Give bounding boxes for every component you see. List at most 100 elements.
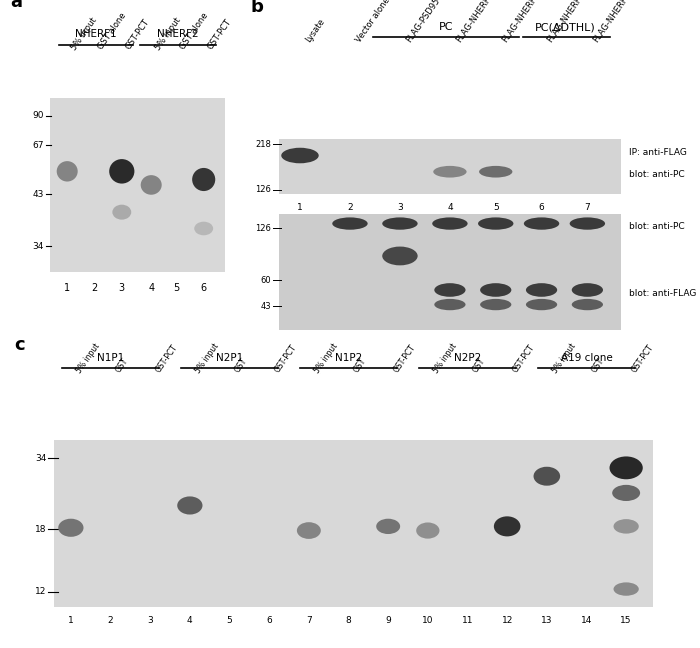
Text: GST-PCT: GST-PCT (629, 343, 655, 375)
Ellipse shape (416, 522, 440, 538)
Text: Lysate: Lysate (304, 17, 327, 44)
Text: GST-PCT: GST-PCT (153, 343, 179, 375)
Text: GST-PCT: GST-PCT (510, 343, 536, 375)
Ellipse shape (376, 518, 400, 534)
Ellipse shape (58, 518, 83, 537)
Ellipse shape (281, 148, 318, 163)
Text: c: c (14, 336, 25, 354)
Ellipse shape (194, 222, 213, 235)
Text: 9: 9 (385, 616, 391, 625)
Text: 60: 60 (260, 276, 271, 284)
Text: 3: 3 (397, 202, 402, 211)
Text: GST: GST (471, 357, 487, 375)
Text: blot: anti-PC: blot: anti-PC (629, 170, 685, 179)
Text: A19 clone: A19 clone (561, 353, 612, 364)
Text: NHERF1: NHERF1 (75, 29, 116, 40)
Text: 5: 5 (227, 616, 232, 625)
Ellipse shape (572, 299, 603, 310)
Text: 2: 2 (92, 283, 97, 293)
Text: 67: 67 (33, 141, 44, 150)
Ellipse shape (433, 166, 467, 178)
Ellipse shape (297, 522, 321, 539)
Text: 5: 5 (174, 283, 179, 293)
Text: 4: 4 (187, 616, 192, 625)
Text: 5% input: 5% input (193, 341, 220, 375)
Text: FLAG-NHERF1: FLAG-NHERF1 (546, 0, 587, 44)
Text: 5% input: 5% input (431, 341, 458, 375)
Ellipse shape (382, 247, 418, 266)
Text: 6: 6 (266, 616, 272, 625)
Text: 126: 126 (255, 185, 271, 194)
Text: GST-PCT: GST-PCT (391, 343, 417, 375)
Text: 4: 4 (148, 283, 154, 293)
Text: N2P1: N2P1 (216, 353, 243, 364)
Ellipse shape (112, 205, 131, 220)
Ellipse shape (533, 467, 560, 486)
Text: 5% Input: 5% Input (153, 16, 182, 52)
Text: 13: 13 (541, 616, 552, 625)
Ellipse shape (480, 283, 512, 297)
Text: GST-PCT: GST-PCT (124, 17, 151, 52)
Bar (55, 440, 652, 607)
Text: 10: 10 (422, 616, 433, 625)
Ellipse shape (613, 519, 639, 533)
Ellipse shape (610, 456, 643, 480)
Text: 4: 4 (447, 202, 453, 211)
Text: N2P2: N2P2 (454, 353, 481, 364)
Text: GST-PCT: GST-PCT (206, 17, 233, 52)
Bar (50, 98, 225, 272)
Ellipse shape (612, 485, 640, 501)
Ellipse shape (177, 496, 202, 515)
Text: 5% input: 5% input (74, 341, 102, 375)
Text: 1: 1 (64, 283, 70, 293)
Text: 12: 12 (35, 587, 46, 596)
Ellipse shape (382, 218, 418, 230)
Text: GST: GST (233, 357, 249, 375)
Text: 7: 7 (584, 202, 590, 211)
Ellipse shape (192, 168, 215, 191)
Text: PC(ΔDTHL): PC(ΔDTHL) (536, 23, 596, 32)
Ellipse shape (478, 218, 513, 230)
Ellipse shape (572, 283, 603, 297)
Text: N1P2: N1P2 (335, 353, 362, 364)
Text: 18: 18 (35, 525, 46, 534)
Bar (279, 139, 621, 194)
Text: 6: 6 (539, 202, 545, 211)
Text: a: a (10, 0, 22, 11)
Text: Vector alone: Vector alone (354, 0, 392, 44)
Text: FLAG-NHERF1: FLAG-NHERF1 (454, 0, 495, 44)
Text: blot: anti-FLAG: blot: anti-FLAG (629, 289, 696, 297)
Text: FLAG-NHERF2: FLAG-NHERF2 (500, 0, 541, 44)
Ellipse shape (570, 218, 605, 230)
Text: 14: 14 (581, 616, 592, 625)
Ellipse shape (479, 166, 512, 178)
Text: 3: 3 (147, 616, 153, 625)
Text: 11: 11 (462, 616, 473, 625)
Text: FLAG-PSD95: FLAG-PSD95 (404, 0, 442, 44)
Text: 2: 2 (108, 616, 113, 625)
Text: FLAG-NHERF2: FLAG-NHERF2 (592, 0, 633, 44)
Text: 126: 126 (255, 224, 271, 233)
Ellipse shape (494, 516, 521, 537)
Text: GST: GST (590, 357, 606, 375)
Text: b: b (250, 0, 263, 16)
Text: 5% Input: 5% Input (69, 16, 98, 52)
Text: 7: 7 (306, 616, 312, 625)
Ellipse shape (524, 218, 559, 230)
Ellipse shape (434, 283, 466, 297)
Text: GST-PCT: GST-PCT (272, 343, 298, 375)
Bar (279, 214, 621, 330)
Text: 218: 218 (255, 140, 271, 148)
Text: 3: 3 (119, 283, 125, 293)
Text: GST: GST (352, 357, 368, 375)
Text: 15: 15 (620, 616, 632, 625)
Text: 43: 43 (260, 302, 271, 310)
Text: 43: 43 (33, 190, 44, 199)
Ellipse shape (109, 159, 134, 183)
Text: PC: PC (438, 23, 453, 32)
Text: 1: 1 (297, 202, 303, 211)
Text: N1P1: N1P1 (97, 353, 124, 364)
Ellipse shape (434, 299, 466, 310)
Ellipse shape (526, 283, 557, 297)
Text: 90: 90 (33, 111, 44, 120)
